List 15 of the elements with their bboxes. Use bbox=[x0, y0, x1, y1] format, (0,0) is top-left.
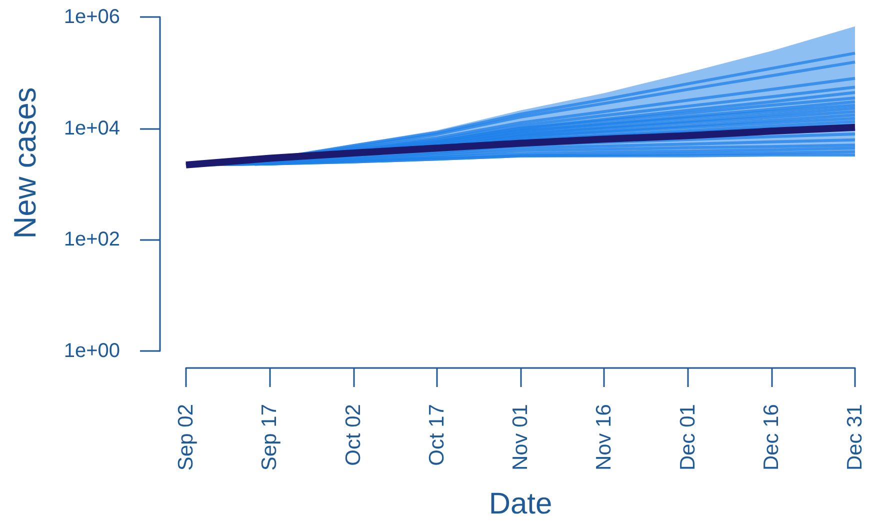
x-tick-label: Nov 01 bbox=[509, 404, 532, 471]
x-axis-title: Date bbox=[488, 488, 552, 520]
x-tick-label: Sep 02 bbox=[174, 404, 198, 471]
y-axis-title: New cases bbox=[8, 87, 42, 239]
x-tick-label: Dec 01 bbox=[676, 404, 700, 471]
x-tick-label: Oct 02 bbox=[342, 404, 365, 466]
y-tick-label: 1e+04 bbox=[64, 117, 120, 140]
x-tick-label: Dec 31 bbox=[844, 404, 866, 471]
y-tick-label: 1e+06 bbox=[64, 6, 120, 28]
x-tick-label: Nov 16 bbox=[592, 404, 616, 471]
y-tick-label: 1e+02 bbox=[64, 228, 120, 251]
y-tick-label: 1e+00 bbox=[64, 340, 120, 362]
x-tick-label: Dec 16 bbox=[760, 404, 783, 471]
x-tick-label: Sep 17 bbox=[258, 404, 282, 471]
x-tick-label: Oct 17 bbox=[425, 404, 448, 466]
